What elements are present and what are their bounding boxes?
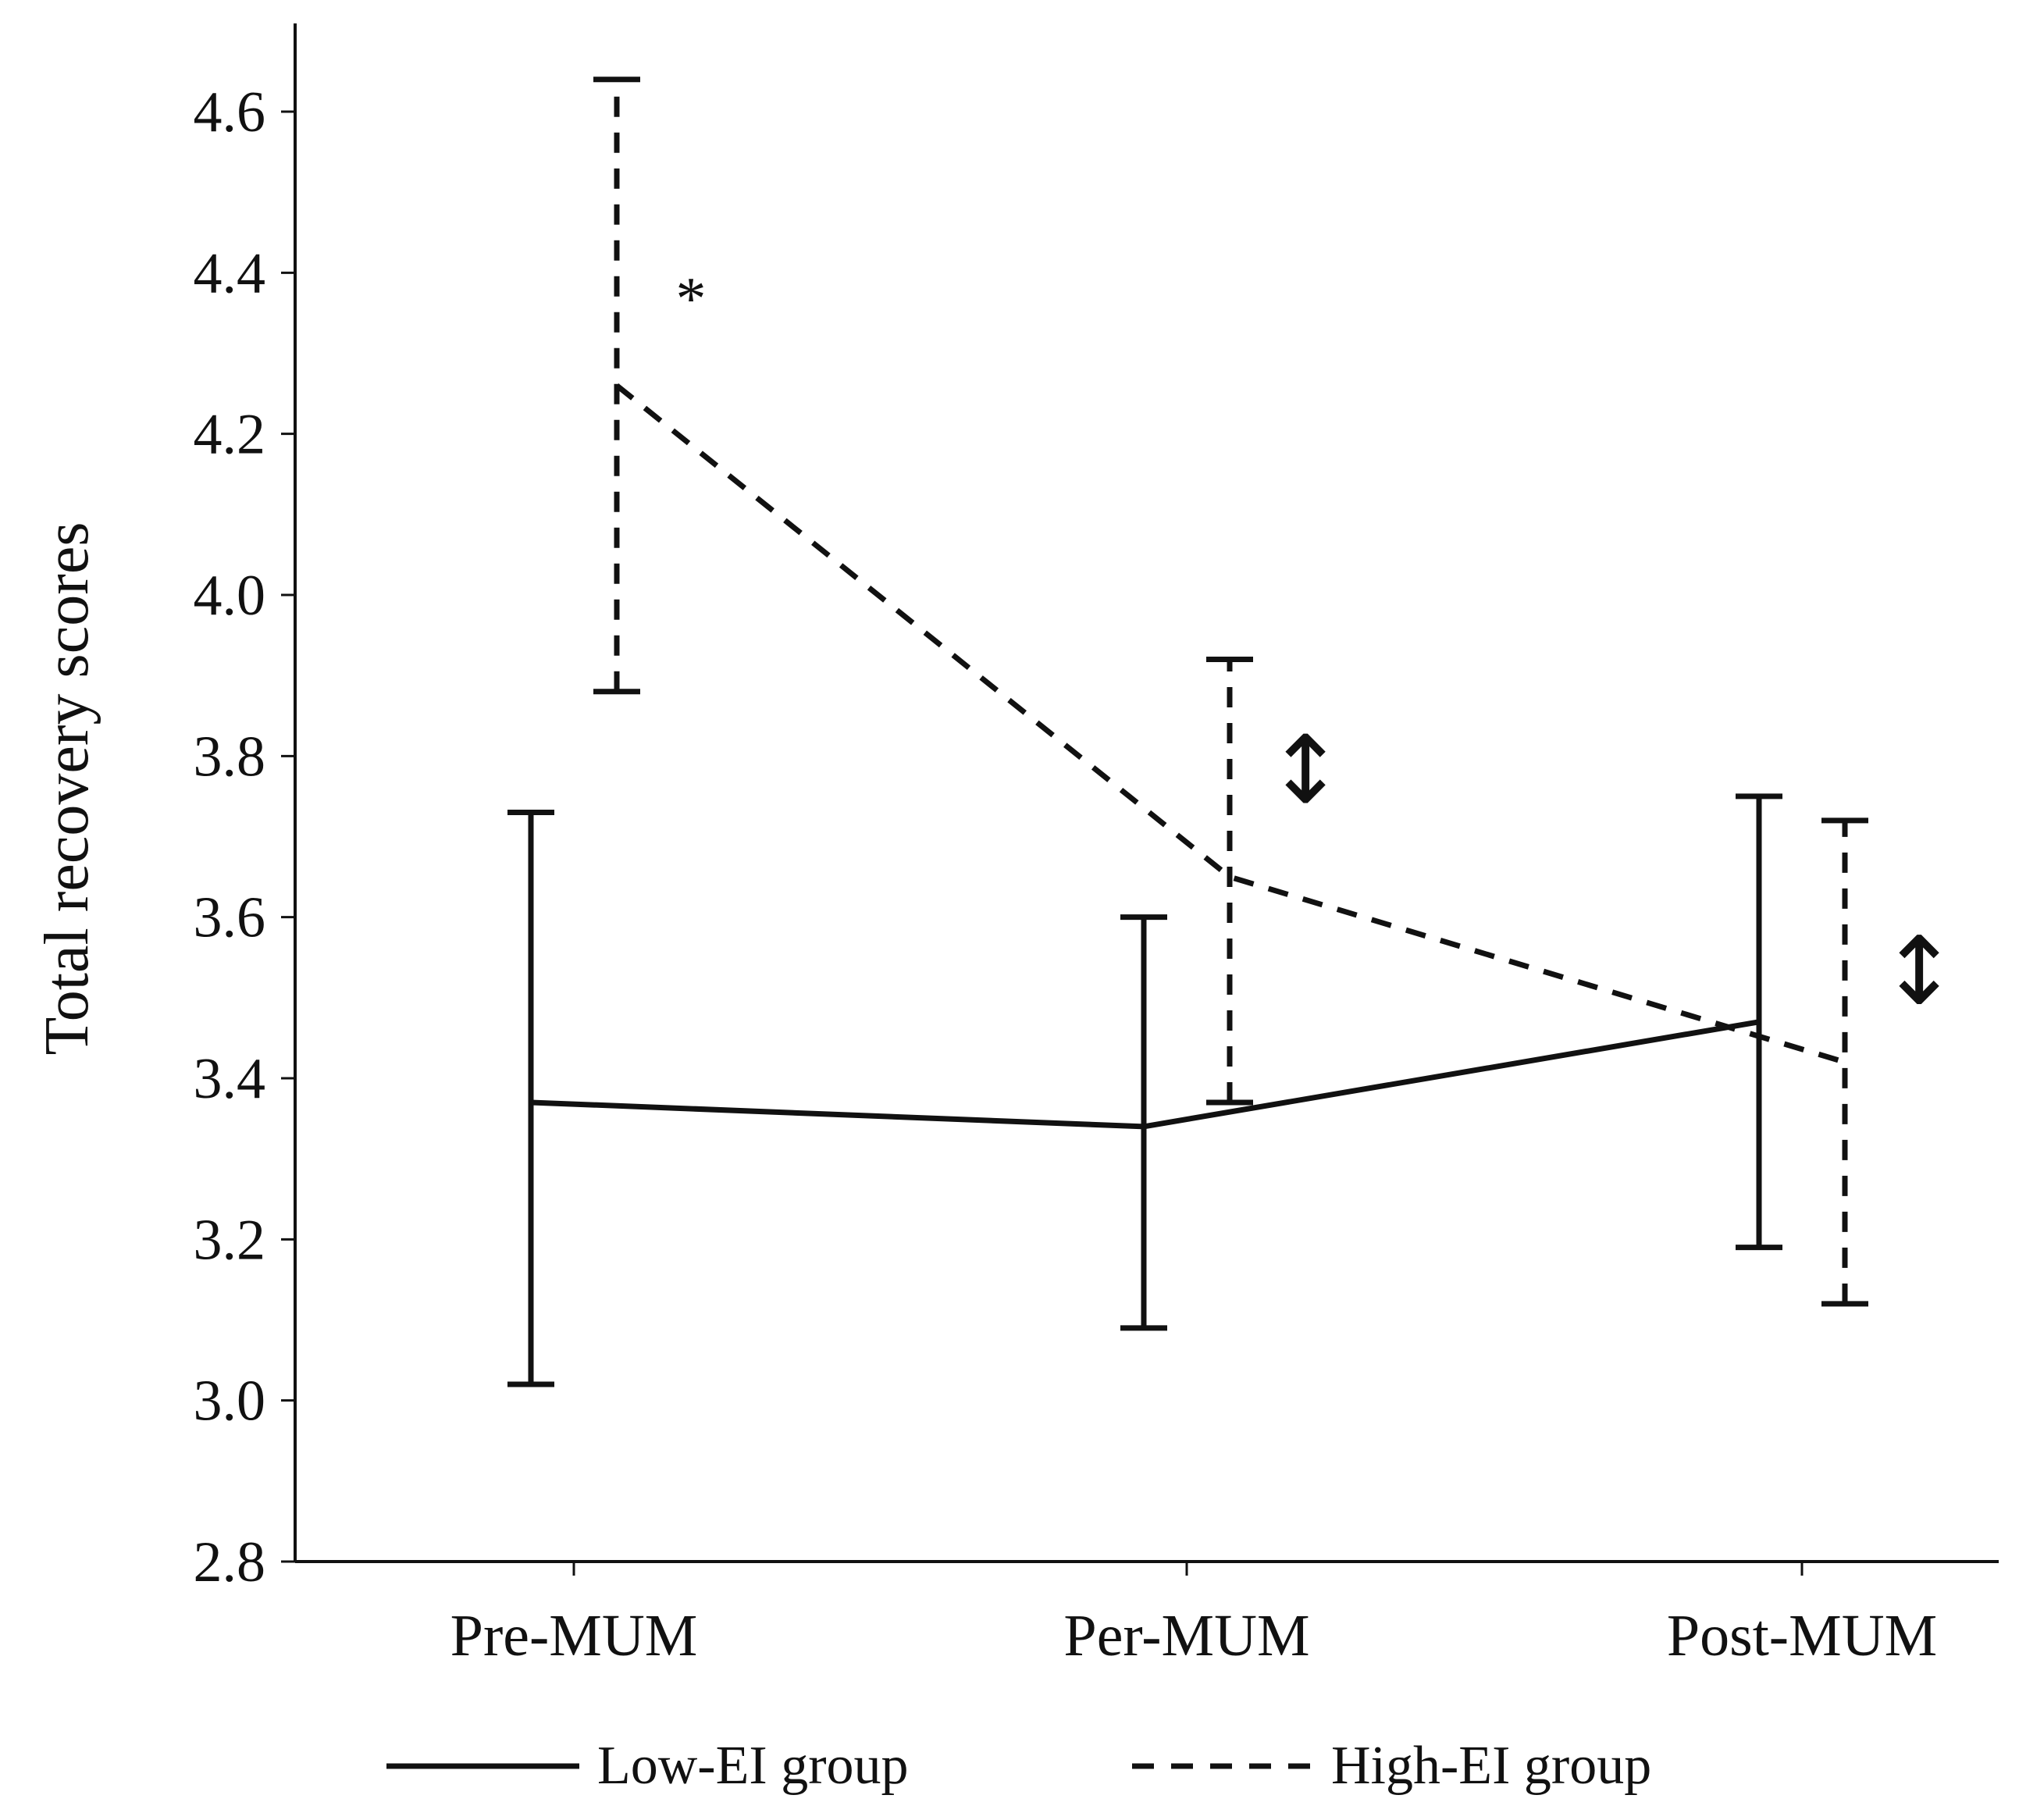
y-tick-label: 3.8 — [194, 725, 266, 789]
trend-arrow-icon: ↕ — [1880, 917, 1959, 1026]
series-line-high-ei — [614, 383, 1846, 1065]
error-bar-high-ei — [1206, 657, 1253, 1106]
annotations: * ↕ ↕ — [676, 264, 1959, 1026]
error-bar-low-ei — [1120, 914, 1167, 1331]
y-tick-label: 4.0 — [194, 564, 266, 628]
error-bar-high-ei — [1821, 817, 1868, 1307]
error-bar-low-ei — [507, 810, 554, 1387]
error-bars — [507, 77, 1868, 1387]
significance-star: * — [676, 264, 707, 332]
series-lines — [530, 383, 1846, 1130]
trend-arrow-icon: ↕ — [1266, 716, 1345, 825]
x-ticks: Pre-MUM Per-MUM Post-MUM — [450, 1562, 1937, 1669]
series-line-low-ei — [530, 1019, 1760, 1130]
y-tick-label: 3.0 — [194, 1369, 266, 1434]
legend-label-low-ei: Low-EI group — [597, 1736, 909, 1796]
y-tick-label: 4.4 — [194, 241, 266, 305]
y-tick-label: 4.6 — [194, 80, 266, 144]
x-tick-label: Pre-MUM — [450, 1603, 698, 1669]
y-tick-label: 3.4 — [194, 1047, 266, 1111]
y-tick-label: 3.2 — [194, 1208, 266, 1272]
y-tick-label: 2.8 — [194, 1530, 266, 1594]
legend-label-high-ei: High-EI group — [1331, 1736, 1651, 1796]
y-tick-label: 4.2 — [194, 403, 266, 467]
legend: Low-EI group High-EI group — [386, 1736, 1651, 1796]
y-ticks: 2.8 3.0 3.2 3.4 3.6 3.8 4.0 4.2 4.4 4.6 — [194, 80, 295, 1594]
y-axis-title: Total recovery scores — [33, 522, 101, 1056]
x-tick-label: Post-MUM — [1667, 1603, 1937, 1669]
y-tick-label: 3.6 — [194, 886, 266, 950]
x-tick-label: Per-MUM — [1063, 1603, 1309, 1669]
